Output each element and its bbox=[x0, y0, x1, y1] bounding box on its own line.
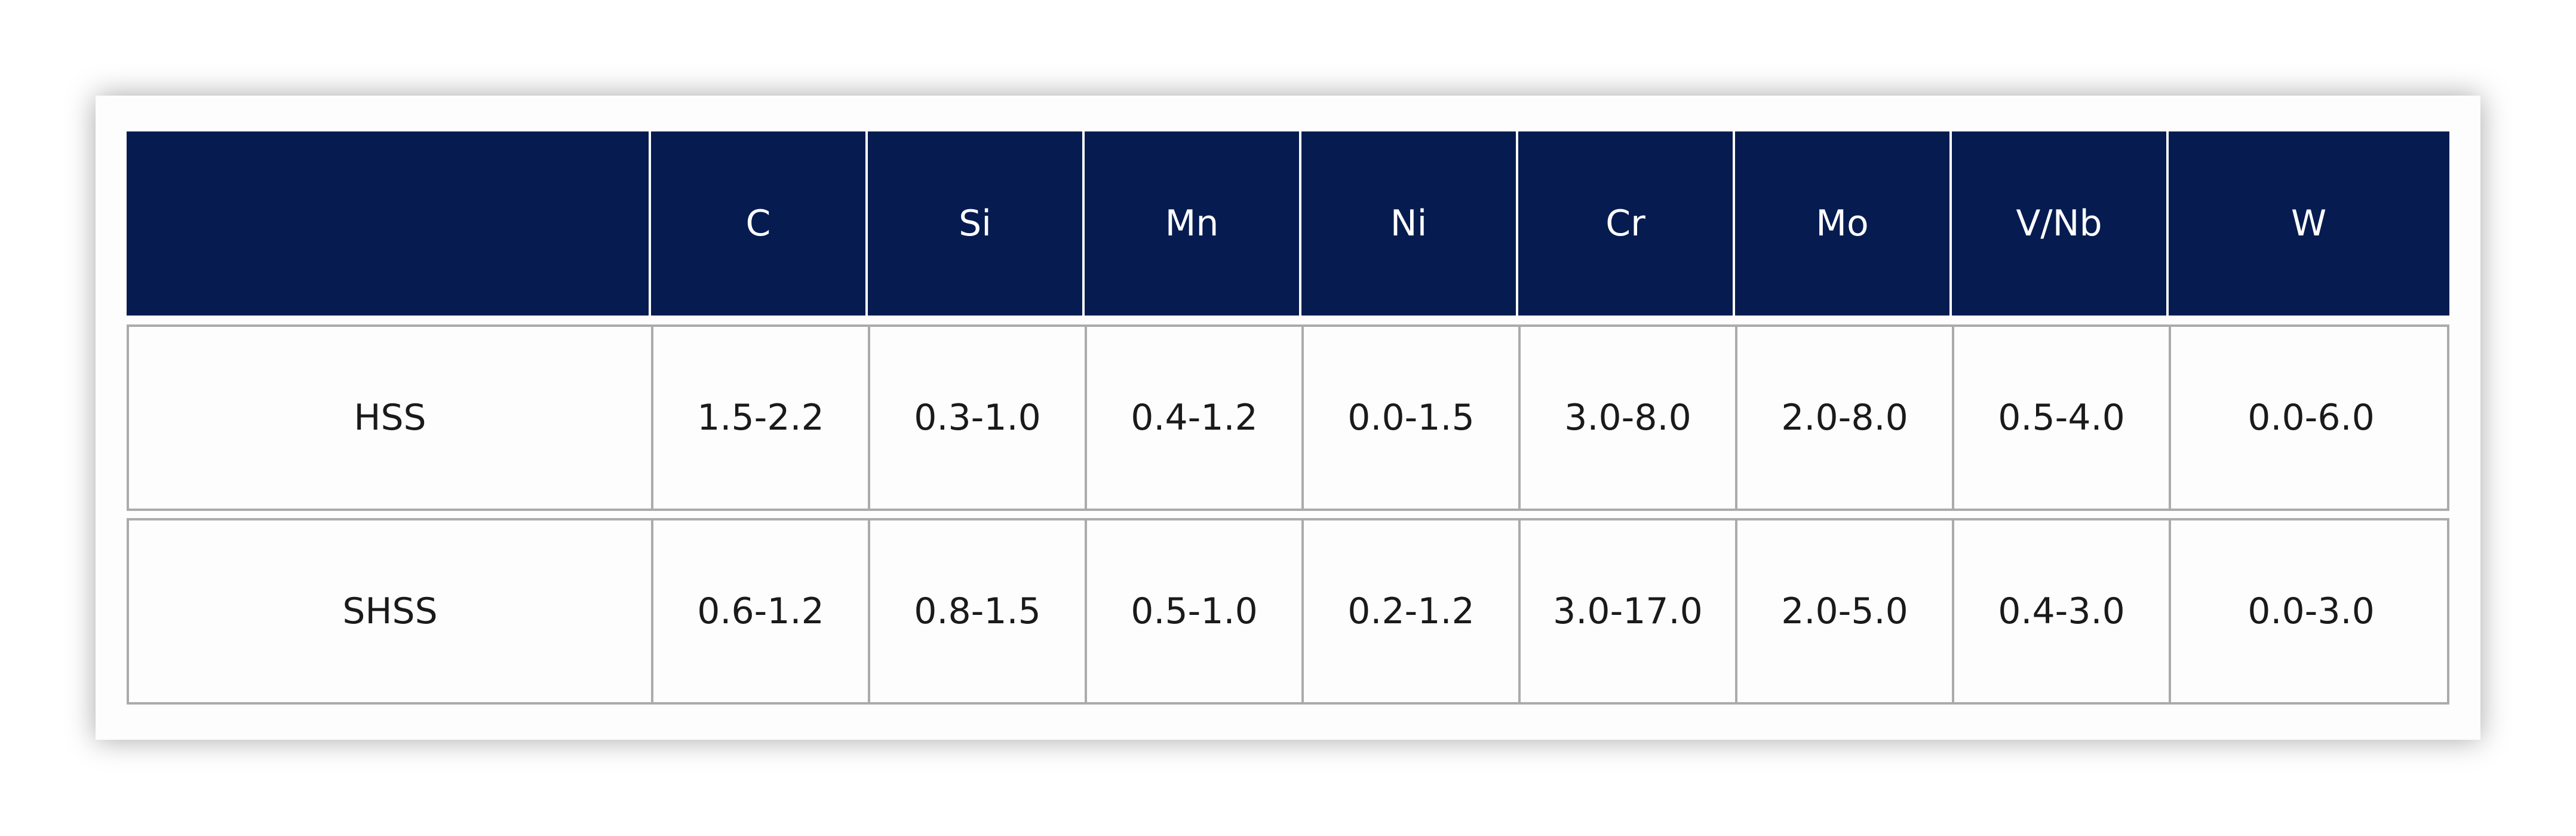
row-label: SHSS bbox=[342, 590, 438, 632]
table-cell: 3.0-8.0 bbox=[1518, 327, 1735, 509]
table-cell: 1.5-2.2 bbox=[651, 327, 868, 509]
table-cell: 2.0-8.0 bbox=[1735, 327, 1952, 509]
table-cell: 0.4-1.2 bbox=[1085, 327, 1301, 509]
table-cell: 3.0-17.0 bbox=[1518, 520, 1735, 702]
row-label: HSS bbox=[354, 397, 426, 439]
header-cell: Mo bbox=[1733, 131, 1949, 316]
header-cell: W bbox=[2166, 131, 2449, 316]
table-card: C Si Mn Ni Cr Mo V/Nb W HSS 1.5-2.2 0.3-1.0 0.4-1.… bbox=[96, 96, 2480, 740]
header-cell: Si bbox=[865, 131, 1082, 316]
table-cell: 2.0-5.0 bbox=[1735, 520, 1952, 702]
table-cell: 0.0-6.0 bbox=[2169, 327, 2451, 509]
table-cell: 0.8-1.5 bbox=[868, 520, 1085, 702]
table-cell: 0.5-4.0 bbox=[1952, 327, 2169, 509]
table-cell: 0.0-3.0 bbox=[2169, 520, 2451, 702]
table-cell: 0.5-1.0 bbox=[1085, 520, 1301, 702]
header-cell: Cr bbox=[1516, 131, 1733, 316]
table-header: C Si Mn Ni Cr Mo V/Nb W bbox=[127, 131, 2449, 316]
table-cell: 0.4-3.0 bbox=[1952, 520, 2169, 702]
header-cell: V/Nb bbox=[1949, 131, 2166, 316]
header-corner bbox=[127, 131, 649, 316]
table-cell: 0.6-1.2 bbox=[651, 520, 868, 702]
header-cell: C bbox=[649, 131, 865, 316]
header-cell: Mn bbox=[1082, 131, 1299, 316]
table-row: SHSS 0.6-1.2 0.8-1.5 0.5-1.0 0.2-1.2 3.0-17.0… bbox=[127, 518, 2449, 705]
header-cell: Ni bbox=[1299, 131, 1516, 316]
table-row: HSS 1.5-2.2 0.3-1.0 0.4-1.2 0.0-1.5 3.0-8.0 2.… bbox=[127, 324, 2449, 511]
table-cell: 0.2-1.2 bbox=[1301, 520, 1518, 702]
table-cell: 0.0-1.5 bbox=[1301, 327, 1518, 509]
table-cell: 0.3-1.0 bbox=[868, 327, 1085, 509]
